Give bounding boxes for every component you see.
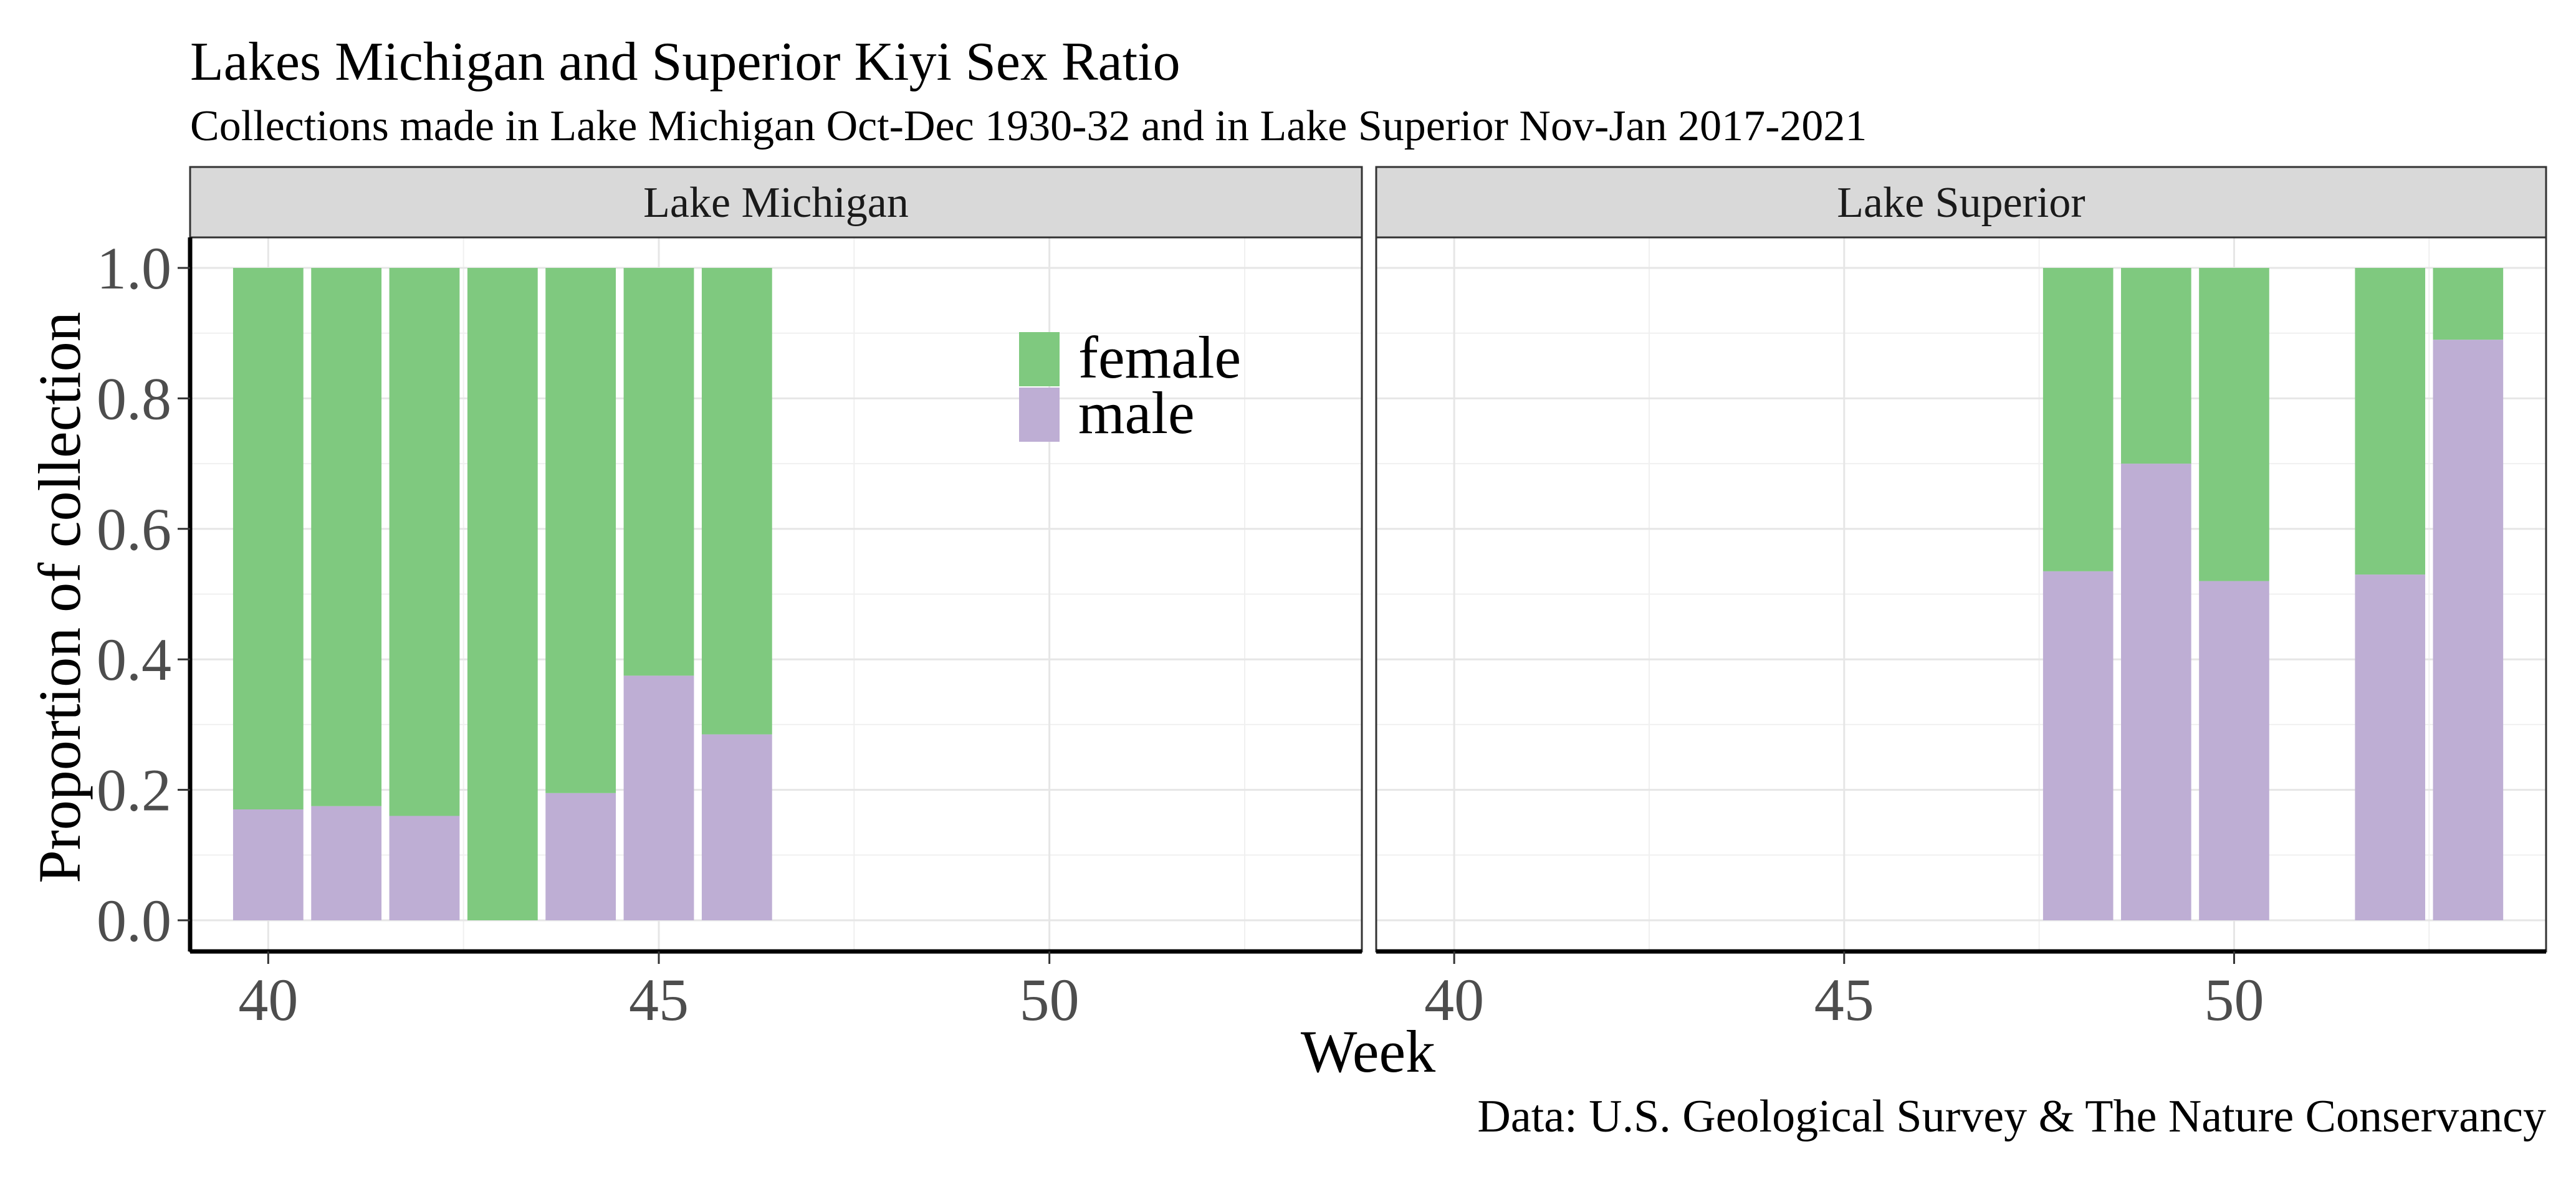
bar-male-week-49 xyxy=(2121,464,2191,920)
x-tick-label: 40 xyxy=(1424,966,1484,1033)
bar-female-week-44 xyxy=(545,268,616,793)
bar-male-week-40 xyxy=(232,809,304,920)
x-tick-label: 50 xyxy=(2204,966,2264,1033)
bar-male-week-52 xyxy=(2355,574,2426,920)
x-tick-label: 45 xyxy=(629,966,689,1033)
panel-strip-label: Lake Michigan xyxy=(643,179,909,227)
y-tick-label: 0.2 xyxy=(97,757,171,824)
caption: Data: U.S. Geological Survey & The Natur… xyxy=(1477,1091,2546,1142)
y-tick-label: 1.0 xyxy=(97,235,171,302)
legend-label-male: male xyxy=(1078,379,1195,446)
bar-female-week-43 xyxy=(467,268,538,920)
bar-male-week-48 xyxy=(2042,571,2114,920)
bar-female-week-48 xyxy=(2042,268,2114,571)
bar-female-week-45 xyxy=(623,268,694,676)
y-axis-label: Proportion of collection xyxy=(26,312,93,883)
bar-female-week-46 xyxy=(701,268,772,735)
bar-male-week-46 xyxy=(701,734,772,920)
bar-female-week-52 xyxy=(2355,268,2426,575)
chart-subtitle: Collections made in Lake Michigan Oct-De… xyxy=(190,102,1867,150)
y-tick-label: 0.8 xyxy=(97,365,171,432)
legend-label-female: female xyxy=(1078,324,1241,391)
y-tick-label: 0.6 xyxy=(97,496,171,563)
panel-1: Lake Superior 40 45 50 xyxy=(1375,166,2547,1033)
bar-female-week-53 xyxy=(2433,268,2504,340)
bar-male-week-53 xyxy=(2433,340,2504,920)
bar-male-week-50 xyxy=(2199,581,2269,920)
x-axis-label: Week xyxy=(1301,1018,1435,1085)
bar-female-week-50 xyxy=(2199,268,2269,581)
chart-title: Lakes Michigan and Superior Kiyi Sex Rat… xyxy=(190,32,1180,92)
x-tick-label: 45 xyxy=(1814,966,1874,1033)
y-tick-label: 0.0 xyxy=(97,887,171,954)
bar-male-week-42 xyxy=(389,816,460,920)
bar-female-week-41 xyxy=(311,268,382,806)
panel-strip-label: Lake Superior xyxy=(1837,179,2085,227)
panel-0: Lake Michigan 40 45 50 0.0 0.2 0.4 0.6 0.8 1.0 xyxy=(97,166,1363,1033)
bar-male-week-45 xyxy=(623,675,694,920)
bar-female-week-42 xyxy=(389,268,460,816)
bar-male-week-44 xyxy=(545,793,616,920)
panel-strip xyxy=(189,166,1363,239)
legend-key-female xyxy=(1019,332,1060,386)
x-tick-label: 50 xyxy=(1020,966,1080,1033)
legend-key-male xyxy=(1019,388,1060,442)
bar-female-week-40 xyxy=(232,268,304,810)
bar-male-week-41 xyxy=(311,806,382,920)
x-tick-label: 40 xyxy=(238,966,298,1033)
bar-female-week-49 xyxy=(2121,268,2191,464)
y-tick-label: 0.4 xyxy=(97,626,171,693)
